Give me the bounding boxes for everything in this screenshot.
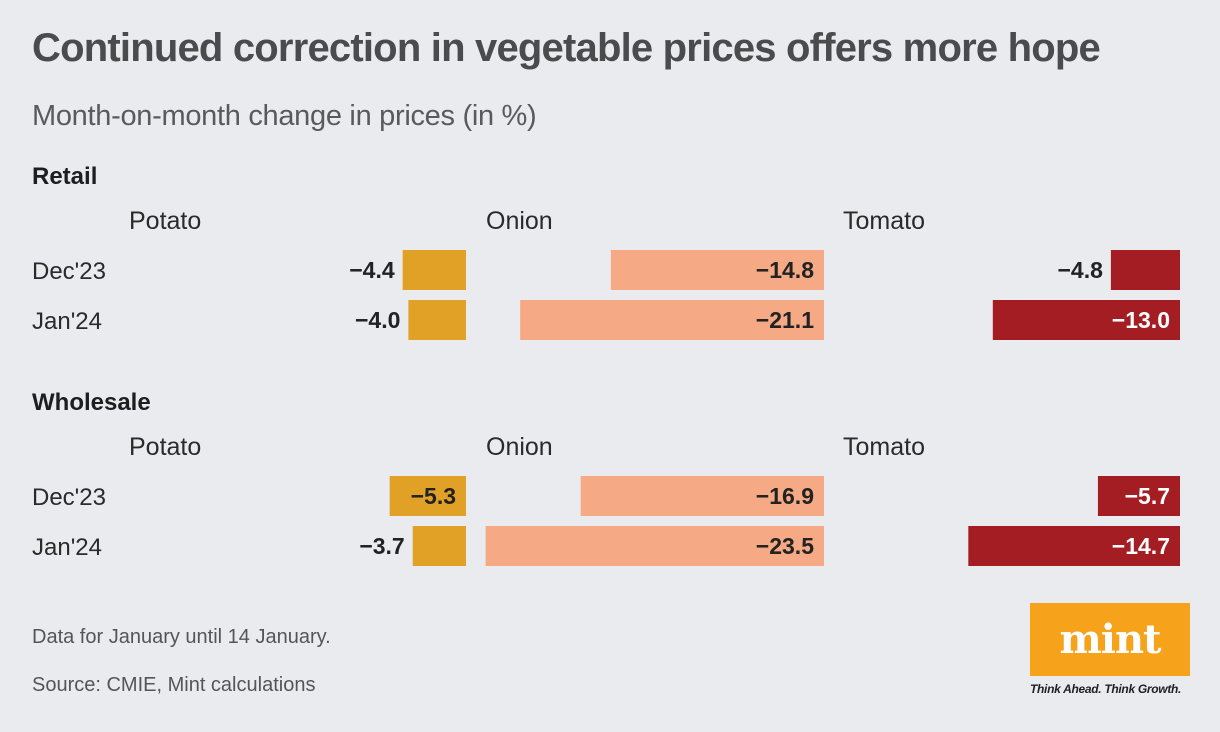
crop-label-tomato: Tomato: [843, 207, 925, 235]
bar-wholesale-tomato-0: [1097, 476, 1180, 516]
chart-subtitle: Month-on-month change in prices (in %): [32, 100, 537, 132]
section-title-retail: Retail: [32, 163, 97, 190]
row-label: Dec'23: [32, 258, 106, 285]
mint-logo: mint: [1030, 603, 1190, 676]
data-label-retail-onion-1: −21.1: [756, 307, 814, 333]
data-label-wholesale-onion-0: −16.9: [756, 483, 814, 509]
crop-label-tomato: Tomato: [843, 433, 925, 461]
row-label: Dec'23: [32, 484, 106, 511]
crop-label-potato: Potato: [129, 433, 201, 461]
crop-label-onion: Onion: [486, 433, 553, 461]
crop-label-onion: Onion: [486, 207, 553, 235]
row-label: Jan'24: [32, 308, 102, 335]
bar-retail-onion-0: [610, 250, 824, 290]
bar-wholesale-tomato-1: [968, 526, 1180, 566]
bar-wholesale-onion-1: [485, 526, 824, 566]
data-label-retail-potato-1: −4.0: [355, 307, 400, 333]
data-label-retail-onion-0: −14.8: [756, 257, 814, 283]
source-note: Source: CMIE, Mint calculations: [32, 674, 316, 696]
bar-retail-onion-1: [520, 300, 824, 340]
crop-label-potato: Potato: [129, 207, 201, 235]
chart-title: Continued correction in vegetable prices…: [32, 26, 1101, 70]
bar-retail-tomato-0: [1110, 250, 1180, 290]
data-label-retail-tomato-0: −4.8: [1057, 257, 1103, 283]
bar-retail-potato-0: [402, 250, 466, 290]
data-label-wholesale-tomato-1: −14.7: [1112, 533, 1170, 559]
data-label-wholesale-potato-1: −3.7: [359, 533, 404, 559]
section-title-wholesale: Wholesale: [32, 389, 151, 416]
data-label-wholesale-potato-0: −5.3: [411, 483, 456, 509]
data-note: Data for January until 14 January.: [32, 626, 331, 648]
bar-retail-potato-1: [408, 300, 466, 340]
logo-tagline: Think Ahead. Think Growth.: [1030, 682, 1182, 696]
bar-wholesale-potato-0: [389, 476, 466, 516]
bar-retail-tomato-1: [992, 300, 1180, 340]
data-label-retail-potato-0: −4.4: [349, 257, 395, 283]
data-label-wholesale-onion-1: −23.5: [756, 533, 814, 559]
bar-chart: Retail Potato Onion Tomato Dec'23 Jan'24 −4.4 −…: [32, 163, 1180, 566]
row-label: Jan'24: [32, 534, 102, 561]
logo-wordmark: mint: [1059, 616, 1161, 663]
bar-wholesale-potato-1: [412, 526, 466, 566]
data-label-wholesale-tomato-0: −5.7: [1125, 483, 1170, 509]
data-label-retail-tomato-1: −13.0: [1112, 307, 1170, 333]
bar-wholesale-onion-0: [580, 476, 824, 516]
